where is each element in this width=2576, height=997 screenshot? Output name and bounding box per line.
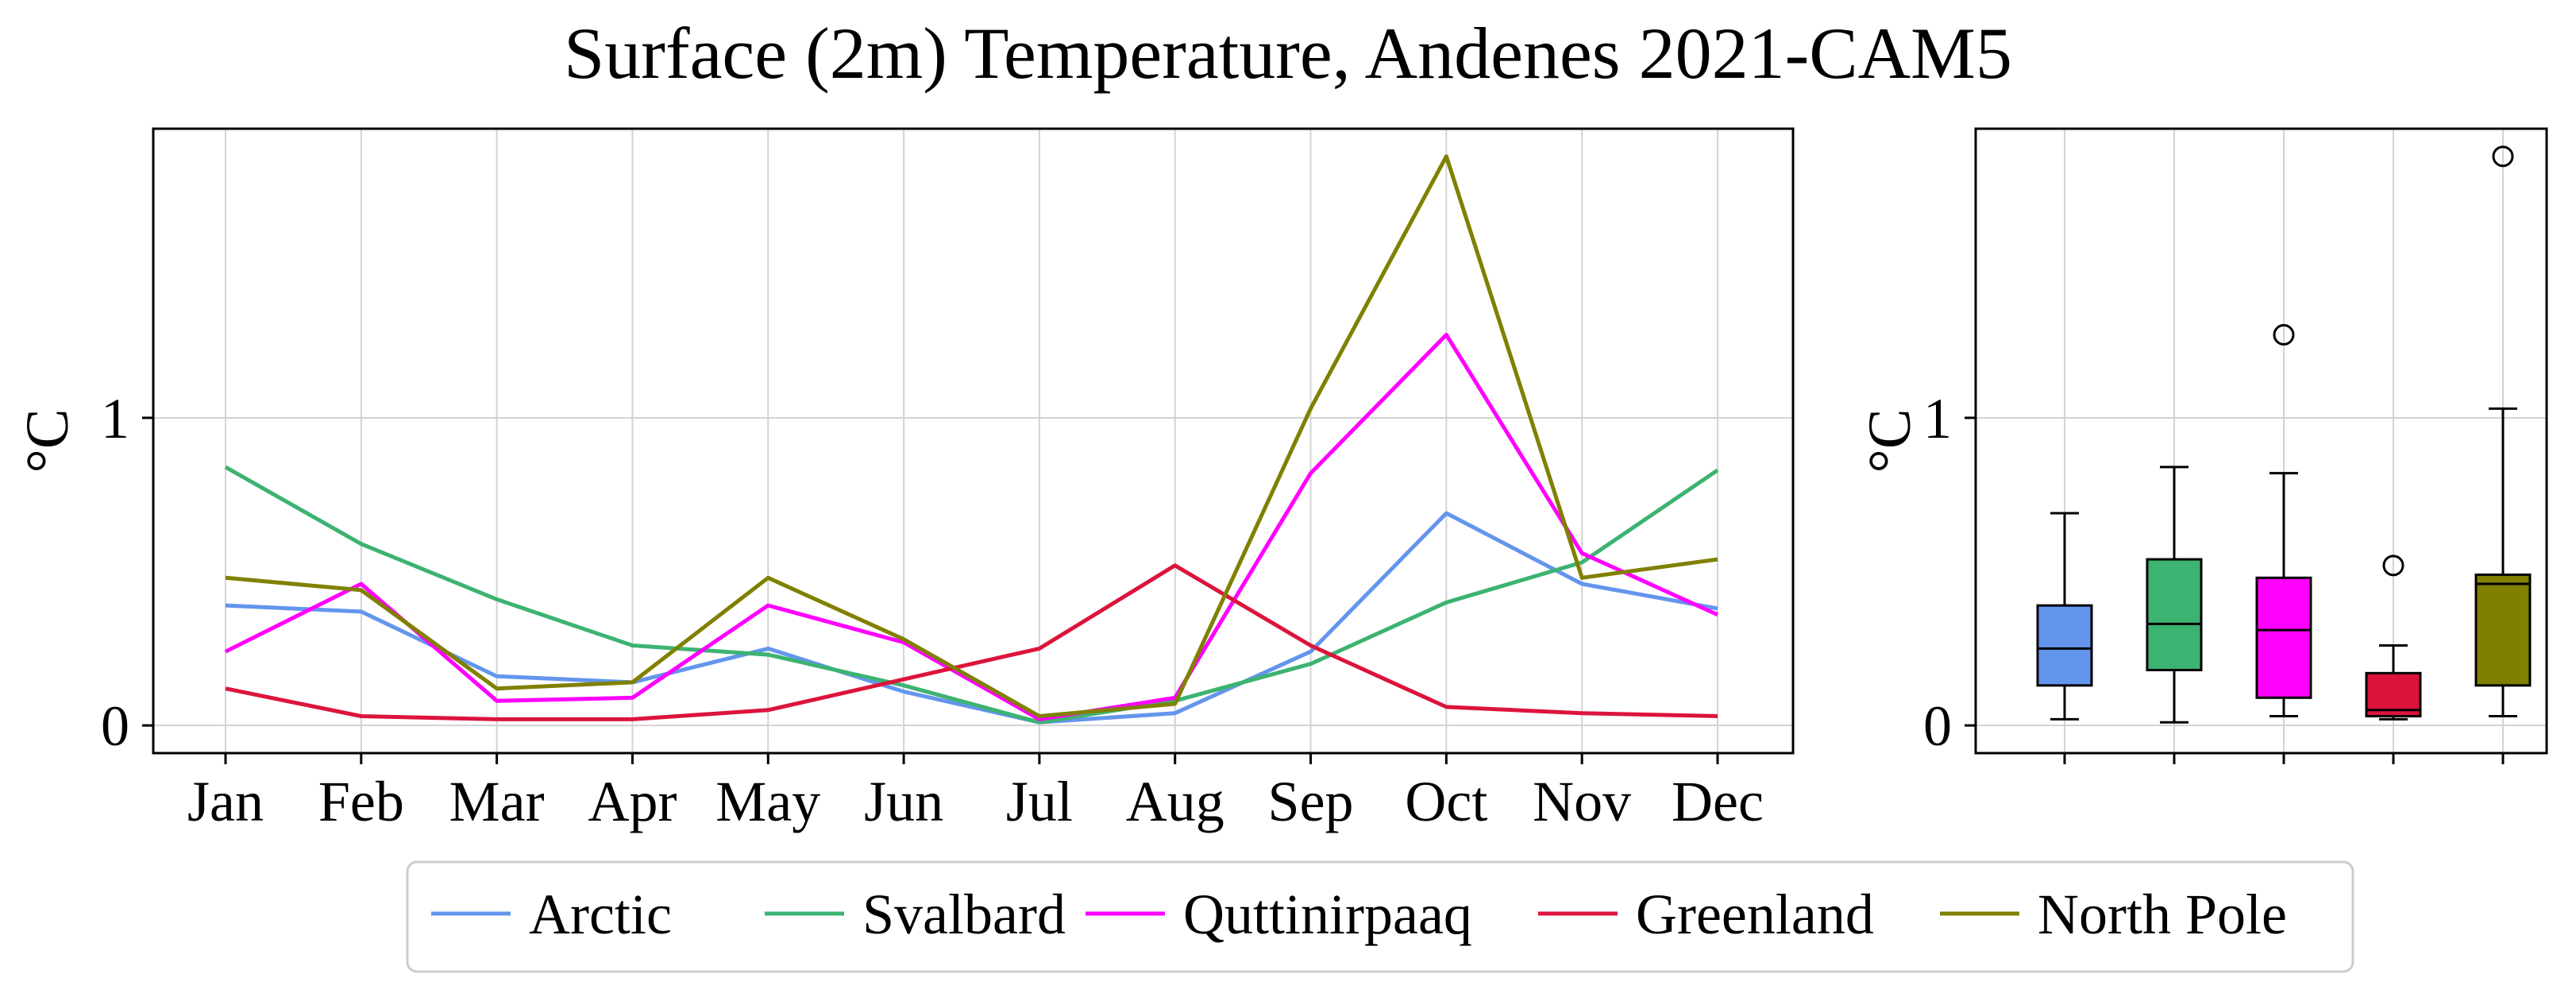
- series-line-north-pole: [225, 154, 1718, 718]
- outlier-point: [2273, 323, 2295, 346]
- legend-item-greenland: Greenland: [1538, 883, 1874, 946]
- x-tick-label: May: [715, 770, 820, 833]
- legend-label: Arctic: [529, 883, 672, 946]
- box-body: [2036, 604, 2093, 687]
- box-chart: 0 1 °C: [1857, 127, 2548, 764]
- x-tick-label: Sep: [1268, 770, 1354, 833]
- series-line-svalbard: [224, 465, 1719, 725]
- series-line-arctic: [225, 511, 1718, 725]
- x-tick-label: Nov: [1533, 770, 1631, 833]
- outlier-point: [2492, 145, 2514, 168]
- x-tick-label: Jan: [187, 770, 264, 833]
- x-tick-label: Aug: [1126, 770, 1224, 833]
- box-greenland: [2365, 555, 2422, 721]
- legend: Arctic Svalbard Quttinirpaaq Greenland North…: [406, 860, 2354, 973]
- legend-item-arctic: Arctic: [431, 883, 672, 946]
- box-quttinirpaaq: [2255, 323, 2312, 718]
- outlier-point: [2382, 555, 2404, 577]
- box-chart-frame: [1974, 127, 2548, 755]
- y-tick-label: 1: [1923, 387, 1952, 450]
- x-tick-label: Apr: [588, 770, 677, 833]
- series-line-quttinirpaaq: [224, 332, 1719, 721]
- legend-item-svalbard: Svalbard: [765, 883, 1066, 946]
- box-arctic: [2036, 512, 2093, 721]
- x-tick-label: Feb: [318, 770, 404, 833]
- line-chart-ylabel: °C: [14, 408, 81, 473]
- x-tick-label: Jun: [864, 770, 943, 833]
- y-tick-label: 0: [101, 694, 129, 758]
- legend-label: Svalbard: [862, 883, 1066, 946]
- line-chart-frame: [152, 127, 1795, 755]
- y-tick-label: 1: [101, 387, 129, 450]
- legend-label: Quttinirpaaq: [1183, 883, 1472, 946]
- box-body: [2474, 573, 2532, 687]
- box-chart-ylabel: °C: [1857, 408, 1923, 473]
- legend-label: Greenland: [1636, 883, 1874, 946]
- box-north-pole: [2474, 145, 2532, 718]
- legend-label: North Pole: [2038, 883, 2287, 946]
- box-body: [2255, 576, 2312, 699]
- line-chart: Jan Feb Mar Apr May Jun Jul Aug Sep Oct Nov Dec 0 1 °…: [14, 127, 1795, 833]
- legend-box: [406, 860, 2354, 973]
- box-body: [2146, 558, 2203, 671]
- legend-item-quttinirpaaq: Quttinirpaaq: [1086, 883, 1472, 946]
- x-tick-label: Jul: [1006, 770, 1073, 833]
- x-tick-label: Mar: [449, 770, 545, 833]
- series-line-greenland: [225, 563, 1718, 721]
- y-tick-label: 0: [1923, 694, 1952, 758]
- x-tick-label: Dec: [1672, 770, 1764, 833]
- box-svalbard: [2146, 466, 2203, 724]
- x-tick-label: Oct: [1405, 770, 1487, 833]
- legend-item-north-pole: North Pole: [1940, 883, 2287, 946]
- figure-title: Surface (2m) Temperature, Andenes 2021-C…: [564, 13, 2012, 94]
